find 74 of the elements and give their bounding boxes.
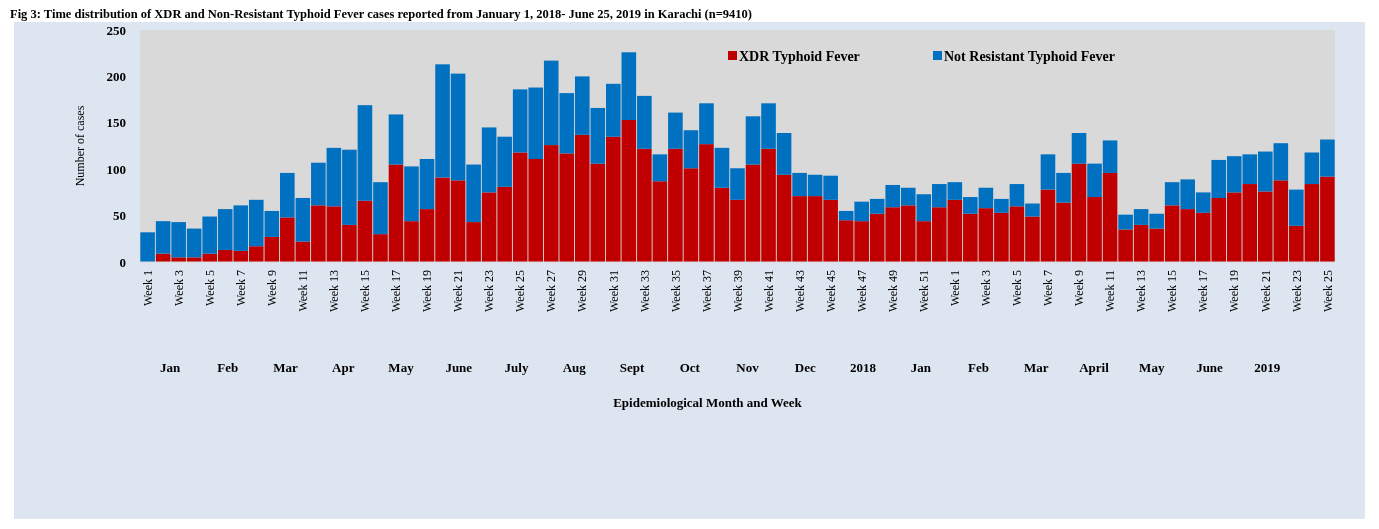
text: Sept: [619, 360, 645, 375]
text: Feb: [217, 360, 239, 375]
x-tick-label: Week 27: [544, 270, 559, 313]
x-tick-label: Week 13: [1134, 270, 1149, 313]
text: Mar: [1023, 360, 1049, 375]
x-tick-label: Week 9: [264, 270, 279, 307]
x-tick-label: Week 29: [575, 270, 590, 313]
chart-title: Fig 3: Time distribution of XDR and Non-Resistant Typhoid Fever cases reported from January 1, 2018- June 25, 2019 in Karachi (n=9410): [10, 7, 752, 21]
y-tick-label: 150: [106, 115, 126, 131]
x-tick-label: Week 37: [699, 270, 714, 313]
x-tick-label: Week 51: [916, 270, 931, 313]
text: Epidemiological Month and Week: [613, 395, 803, 410]
legend-label: Not Resistant Typhoid Fever: [944, 48, 1115, 64]
x-tick-label: Week 43: [792, 270, 807, 313]
x-tick-label: Week 13: [327, 270, 342, 313]
text: Jan: [159, 360, 181, 375]
text: Oct: [679, 360, 701, 375]
y-tick-label: 0: [119, 254, 126, 270]
bar: [652, 154, 668, 182]
x-tick-label: Week 5: [202, 270, 217, 307]
x-tick-label: Week 49: [885, 270, 900, 313]
bar: [1289, 189, 1304, 226]
x-tick-label: Week 3: [979, 270, 994, 307]
text: July: [504, 360, 529, 375]
x-tick-label: Week 9: [1072, 270, 1087, 307]
text: April: [1079, 360, 1110, 375]
x-tick-label: Week 11: [296, 270, 311, 312]
x-tick-label: Week 15: [358, 270, 373, 313]
text: Mar: [273, 360, 298, 375]
y-axis-title: Number of cases: [73, 105, 87, 187]
text: 2018: [850, 360, 877, 375]
x-tick-label: Week 47: [854, 270, 869, 313]
x-tick-label: Week 17: [1196, 270, 1211, 313]
x-tick-label: Week 25: [1320, 270, 1335, 313]
text: Apr: [332, 360, 355, 375]
text: Nov: [736, 360, 760, 375]
x-tick-label: Week 39: [730, 270, 745, 313]
x-tick-label: Week 1: [140, 270, 155, 307]
x-tick-label: Week 35: [668, 270, 683, 313]
x-tick-label: Week 23: [482, 270, 497, 313]
text: May: [1139, 360, 1165, 375]
x-tick-label: Week 31: [606, 270, 621, 313]
x-tick-label: Week 23: [1289, 270, 1304, 313]
y-tick-label: 100: [106, 161, 126, 177]
y-tick-label: 50: [113, 208, 126, 224]
text: June: [445, 360, 473, 375]
y-tick-label: 200: [106, 68, 126, 84]
x-tick-label: Week 3: [171, 270, 186, 307]
bar: [1071, 133, 1087, 164]
text: Jan: [910, 360, 932, 375]
x-tick-label: Week 21: [451, 270, 466, 313]
y-tick-label: 250: [106, 22, 126, 38]
text: Dec: [794, 360, 816, 375]
x-tick-label: Week 33: [637, 270, 652, 313]
x-tick-label: Week 17: [389, 270, 404, 313]
x-tick-label: Week 25: [513, 270, 528, 313]
x-tick-label: Week 1: [948, 270, 963, 307]
x-tick-label: Week 19: [1227, 270, 1242, 313]
text: May: [388, 360, 415, 375]
x-tick-label: Week 41: [761, 270, 776, 313]
text: June: [1196, 360, 1224, 375]
x-tick-label: Week 7: [1041, 270, 1056, 307]
x-tick-label: Week 19: [420, 270, 435, 313]
bar: [388, 114, 404, 165]
text: Feb: [968, 360, 989, 375]
x-tick-label: Week 5: [1010, 270, 1025, 307]
legend-label: XDR Typhoid Fever: [739, 48, 860, 64]
x-tick-label: Week 21: [1258, 270, 1273, 313]
x-tick-label: Week 11: [1103, 270, 1118, 312]
x-tick-label: Week 15: [1165, 270, 1180, 313]
x-tick-label: Week 45: [823, 270, 838, 313]
text: Aug: [562, 360, 587, 375]
text: 2019: [1254, 360, 1281, 375]
x-tick-label: Week 7: [233, 270, 248, 307]
